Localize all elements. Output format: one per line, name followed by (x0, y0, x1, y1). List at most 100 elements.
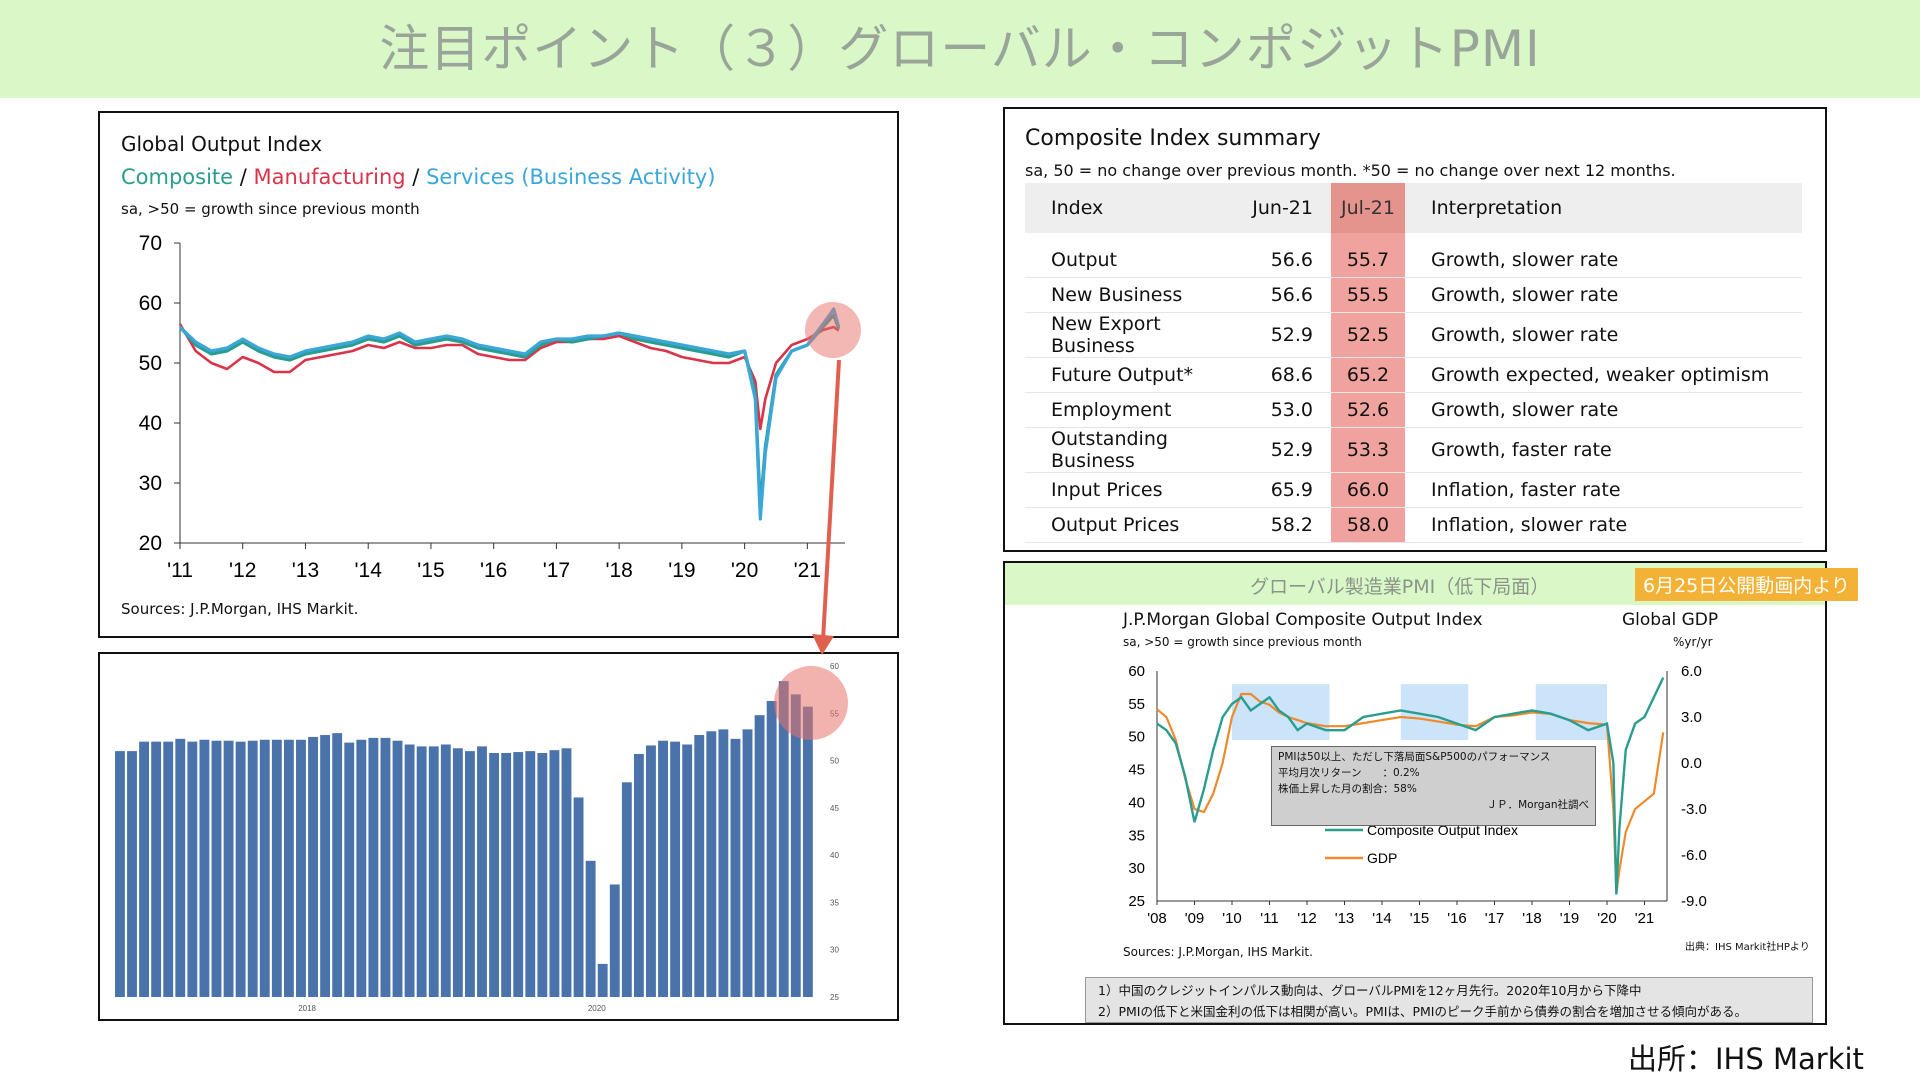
y-tick-label: 25 (830, 993, 839, 1002)
header-jul: Jul-21 (1331, 183, 1405, 233)
bar (127, 751, 137, 997)
y-tick-label: 40 (139, 412, 162, 435)
header-index: Index (1025, 183, 1241, 233)
x-tick-label: '14 (355, 559, 383, 582)
bar (235, 741, 246, 997)
bar (609, 884, 620, 997)
x-tick-label: '13 (292, 559, 319, 582)
global-output-source: Sources: J.P.Morgan, IHS Markit. (121, 600, 359, 618)
bar (283, 739, 294, 997)
row-jul: 55.5 (1331, 277, 1405, 313)
note-1: 1）中国のクレジットインパルス動向は、グローバルPMIを12ヶ月先行。2020年… (1098, 983, 1642, 998)
bar (477, 746, 487, 997)
x-tick-label: '15 (1410, 910, 1430, 927)
title-band: 注目ポイント（３）グローバル・コンポジットPMI (0, 0, 1920, 98)
row-interpretation: Inflation, slower rate (1405, 507, 1802, 543)
summary-table: Index Jun-21 Jul-21 Interpretation Outpu… (1025, 183, 1802, 543)
bar (452, 748, 463, 997)
summary-panel: Composite Index summary sa, 50 = no chan… (1003, 107, 1827, 552)
x-tick-label: '11 (167, 559, 193, 582)
y-tick-label: 60 (139, 292, 162, 315)
summary-row: Output 56.6 55.7 Growth, slower rate (1025, 243, 1802, 278)
bar (199, 739, 210, 997)
summary-spacer-row (1025, 233, 1802, 243)
gdp-panel-header-text: グローバル製造業PMI（低下局面） (1250, 576, 1550, 598)
x-tick-label: 2020 (588, 1004, 606, 1013)
x-tick-label: '18 (1522, 910, 1542, 927)
bar (790, 694, 801, 997)
row-jun: 52.9 (1241, 427, 1331, 473)
y-left-tick-label: 50 (1128, 729, 1145, 746)
y-right-tick-label: -6.0 (1681, 847, 1707, 864)
gdp-right-title: Global GDP (1622, 610, 1719, 630)
global-output-chart: 70 60 50 40 30 20'11 '12 '13 '14 '15 '16 '17 '18 '19 '… (139, 233, 845, 582)
row-jun: 56.6 (1241, 277, 1331, 313)
legend-gdp-label: GDP (1367, 850, 1397, 866)
row-interpretation: Growth, slower rate (1405, 277, 1802, 313)
pmi-note-line4: ＪＰ．Morgan社調べ (1486, 799, 1589, 811)
video-badge: 6月25日公開動画内より (1635, 568, 1858, 601)
bar (706, 731, 717, 997)
gdp-chart-credit: 出典：IHS Markit社HPより (1685, 942, 1810, 953)
x-tick-label: '14 (1372, 910, 1392, 927)
y-tick-label: 35 (830, 898, 839, 907)
gdp-chart-title: J.P.Morgan Global Composite Output Index (1123, 610, 1483, 630)
bar (670, 741, 681, 997)
y-right-tick-label: 0.0 (1681, 755, 1702, 772)
summary-header-row: Index Jun-21 Jul-21 Interpretation (1025, 183, 1802, 233)
note-2: 2）PMIの低下と米国金利の低下は相関が高い。PMIは、PMIのピーク手前から債… (1098, 1004, 1747, 1019)
summary-row: New Export Business 52.9 52.5 Growth, slowe… (1025, 312, 1802, 358)
y-tick-label: 60 (830, 662, 839, 671)
row-jun: 56.6 (1241, 243, 1331, 278)
row-jul: 58.0 (1331, 507, 1405, 543)
summary-row: Outstanding Business 52.9 53.3 Growth, fast… (1025, 427, 1802, 473)
bar (694, 735, 705, 997)
bar (308, 736, 318, 997)
summary-row: New Business 56.6 55.5 Growth, slower rate (1025, 277, 1802, 313)
x-tick-label: '12 (1297, 910, 1317, 927)
bar (682, 744, 693, 997)
row-index: Input Prices (1025, 472, 1241, 508)
legend-composite: Composite (121, 165, 234, 189)
row-index: Future Output* (1025, 357, 1241, 393)
global-output-legend: Composite / Manufacturing / Services (Bu… (121, 165, 716, 189)
composite-line (1156, 677, 1665, 895)
header-interpretation: Interpretation (1405, 183, 1802, 233)
row-index: Output Prices (1025, 507, 1241, 543)
row-jun: 58.2 (1241, 507, 1331, 543)
bar (778, 681, 789, 997)
y-right-tick-label: -3.0 (1681, 801, 1707, 818)
bar (211, 740, 222, 997)
row-index: New Business (1025, 277, 1241, 313)
legend-services: Services (Business Activity) (426, 165, 716, 189)
gdp-chart-source: Sources: J.P.Morgan, IHS Markit. (1123, 945, 1313, 959)
bar (621, 782, 632, 997)
bar-chart: 60 55 50 45 40 35 30 25 2018 2020 (115, 662, 839, 1013)
bar (501, 753, 512, 997)
x-tick-label: '16 (1447, 910, 1467, 927)
x-tick-label: 2018 (298, 1004, 316, 1013)
row-jun: 65.9 (1241, 472, 1331, 508)
x-tick-label: '21 (794, 559, 821, 582)
y-right-tick-label: 6.0 (1681, 663, 1702, 680)
gdp-panel: グローバル製造業PMI（低下局面） 6月25日公開動画内より J.P.Morga… (1003, 561, 1858, 1025)
bar (139, 741, 150, 997)
summary-row: Employment 53.0 52.6 Growth, slower rate (1025, 392, 1802, 428)
page-source: 出所：IHS Markit (1628, 1042, 1864, 1076)
row-interpretation: Growth expected, weaker optimism (1405, 357, 1802, 393)
row-interpretation: Growth, slower rate (1405, 392, 1802, 428)
bar (223, 740, 234, 997)
bar (368, 737, 379, 997)
y-tick-label: 20 (139, 532, 162, 555)
row-jul: 53.3 (1331, 427, 1405, 473)
bar (151, 741, 162, 997)
summary-row: Future Output* 68.6 65.2 Growth expected, w… (1025, 357, 1802, 393)
row-interpretation: Inflation, faster rate (1405, 472, 1802, 508)
y-tick-label: 50 (830, 757, 839, 766)
y-tick-label: 70 (139, 233, 162, 255)
bar (718, 729, 729, 997)
gdp-chart: 60 55 50 45 40 35 30 25 6.0 3.0 0.0 -3.0 -6.0 -9.0 '08… (1128, 663, 1707, 927)
bar (742, 729, 753, 997)
bar (404, 744, 415, 997)
x-tick-label: '13 (1335, 910, 1355, 927)
